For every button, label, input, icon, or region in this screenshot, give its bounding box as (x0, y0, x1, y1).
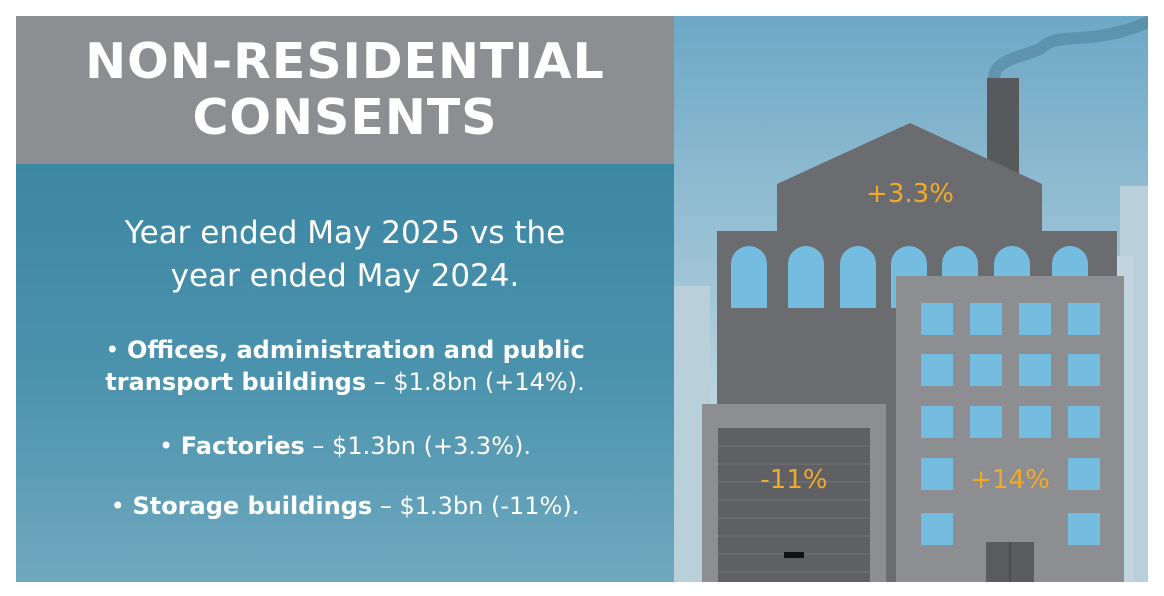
roller-door-slats (718, 445, 870, 573)
buildings-svg: +3.3% -11% +14% (674, 16, 1148, 582)
subtitle-line-1: Year ended May 2025 vs the (124, 215, 566, 251)
smoke (988, 16, 1148, 84)
infographic-card: NON-RESIDENTIAL CONSENTS Year ended May … (16, 16, 1148, 582)
summary-body: Year ended May 2025 vs the year ended Ma… (16, 164, 674, 582)
bullet-storage-label: Storage buildings (132, 492, 373, 520)
bullet-storage-value: – $1.3bn (-11%). (379, 492, 580, 520)
title-line-2: CONSENTS (192, 89, 498, 146)
bullet-offices-value: – $1.8bn (+14%). (373, 368, 585, 396)
storage-change-label: -11% (760, 465, 827, 495)
text-panel: NON-RESIDENTIAL CONSENTS Year ended May … (16, 16, 674, 582)
bullet-factories-value: – $1.3bn (+3.3%). (312, 432, 531, 460)
bullet-factories-label: Factories (180, 432, 305, 460)
bullet-marker: • (110, 492, 125, 520)
factory-change-label: +3.3% (866, 179, 954, 209)
bullet-storage: • Storage buildings – $1.3bn (-11%). (16, 490, 674, 522)
roller-door (718, 428, 870, 582)
bullet-marker: • (105, 336, 120, 364)
building-illustration: +3.3% -11% +14% (674, 16, 1148, 582)
bullet-offices: • Offices, administration and public tra… (16, 334, 674, 398)
office-windows (921, 303, 1100, 545)
title-line-1: NON-RESIDENTIAL (85, 33, 605, 90)
bullet-marker: • (158, 432, 174, 460)
subtitle-line-2: year ended May 2024. (170, 258, 520, 294)
title-banner: NON-RESIDENTIAL CONSENTS (16, 16, 674, 164)
bullet-offices-label-2: transport buildings (105, 368, 367, 396)
subtitle: Year ended May 2025 vs the year ended Ma… (16, 212, 674, 298)
office-change-label: +14% (970, 465, 1050, 495)
bullet-factories: • Factories – $1.3bn (+3.3%). (16, 430, 674, 462)
door-handle (784, 552, 804, 558)
bullet-offices-label-1: Offices, administration and public (127, 336, 585, 364)
